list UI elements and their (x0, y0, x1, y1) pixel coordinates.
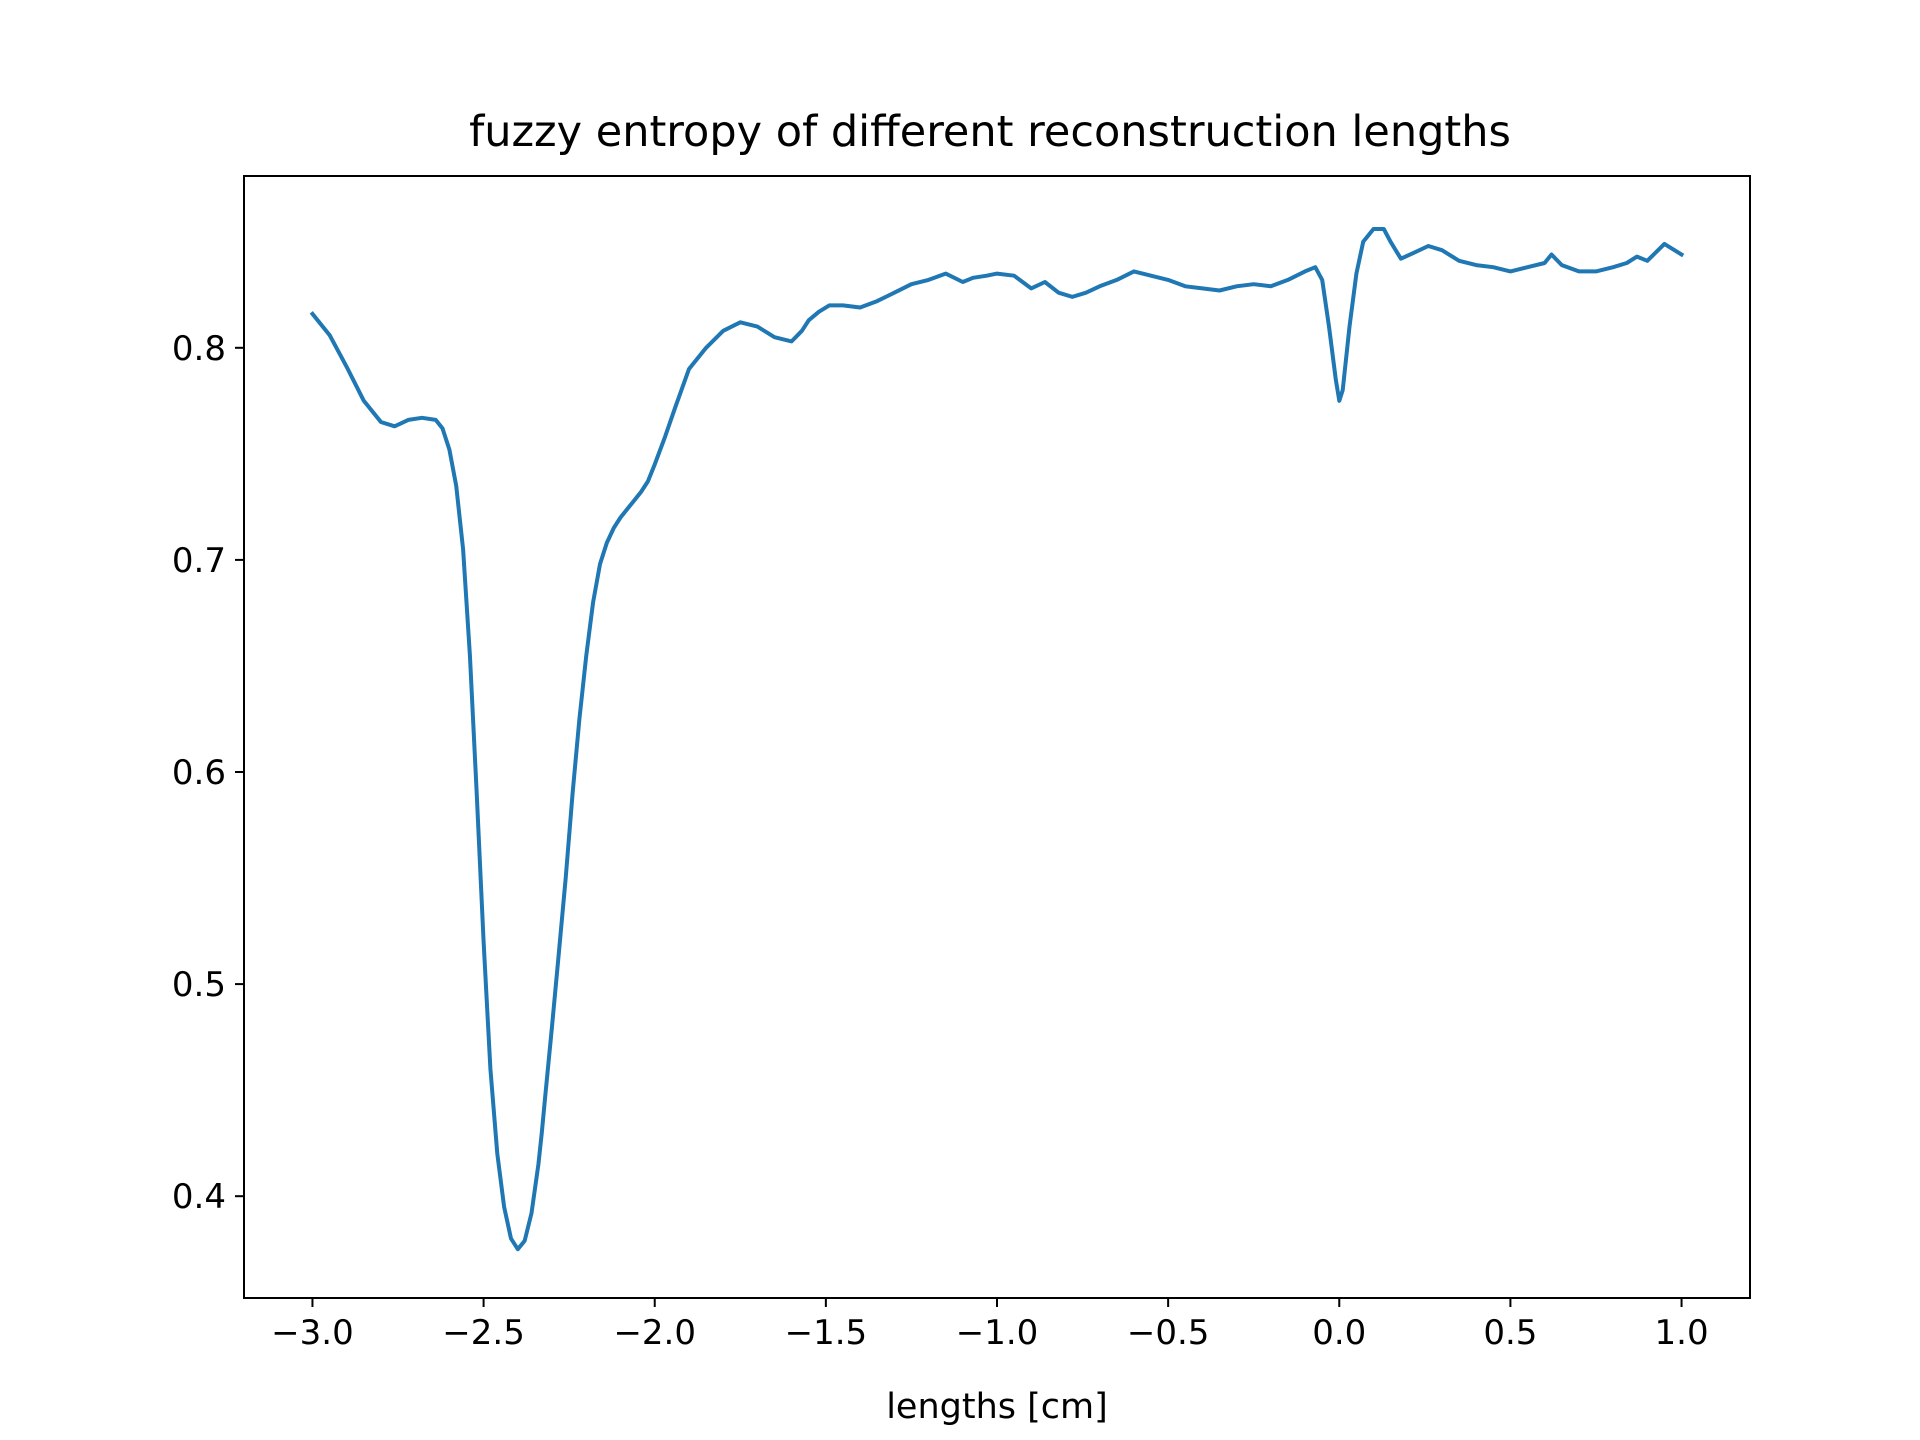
x-axis: −3.0 −2.5 −2.0 −1.5 −1.0 −0.5 0.0 0.5 1.0 (271, 1298, 1709, 1353)
y-tick-label: 0.8 (172, 329, 226, 369)
y-tick-label: 0.7 (172, 541, 226, 581)
x-tick-label: −1.0 (956, 1313, 1039, 1353)
x-tick-label: 1.0 (1655, 1313, 1709, 1353)
x-tick-label: 0.5 (1483, 1313, 1537, 1353)
x-axis-label: lengths [cm] (886, 1387, 1108, 1427)
y-tick-label: 0.4 (172, 1177, 226, 1217)
plot-area (309, 227, 1685, 1252)
y-tick-label: 0.5 (172, 965, 226, 1005)
y-tick-label: 0.6 (172, 753, 226, 793)
x-tick-label: −2.0 (613, 1313, 696, 1353)
x-tick-label: −2.5 (442, 1313, 525, 1353)
x-tick-label: −1.5 (785, 1313, 868, 1353)
x-tick-label: 0.0 (1312, 1313, 1366, 1353)
x-tick-label: −0.5 (1127, 1313, 1210, 1353)
y-axis: 0.4 0.5 0.6 0.7 0.8 (172, 329, 244, 1217)
x-tick-label: −3.0 (271, 1313, 354, 1353)
series-line (309, 227, 1685, 1252)
chart-title: fuzzy entropy of different reconstructio… (469, 107, 1511, 157)
